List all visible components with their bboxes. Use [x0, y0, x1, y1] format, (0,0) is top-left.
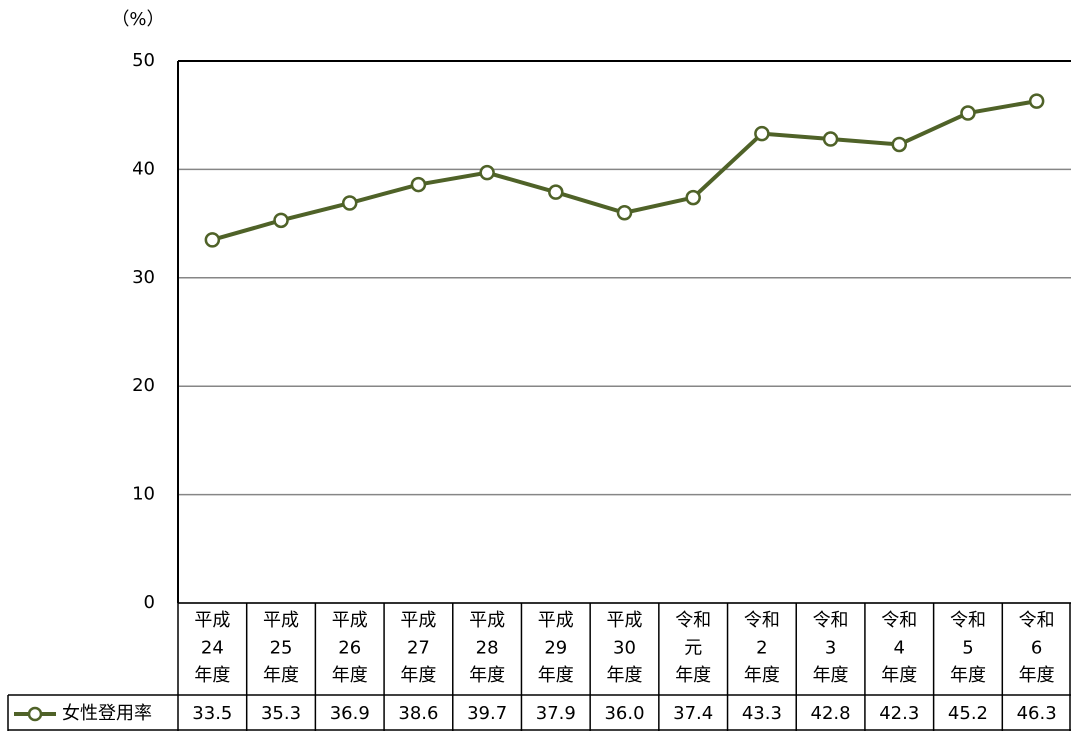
x-tick-label: 年度	[744, 665, 780, 686]
table-value: 37.4	[673, 703, 713, 724]
x-tick-label: 年度	[813, 665, 849, 686]
x-tick-label: 6	[1031, 638, 1042, 659]
table-value: 36.0	[604, 703, 644, 724]
x-tick-label: 平成	[607, 610, 643, 631]
table-value: 37.9	[536, 703, 576, 724]
x-tick-label: 4	[894, 638, 905, 659]
table-value: 35.3	[261, 703, 301, 724]
x-tick-label: 24	[201, 638, 224, 659]
table-value: 45.2	[948, 703, 988, 724]
x-tick-label: 平成	[400, 610, 436, 631]
table-value: 33.5	[192, 703, 232, 724]
table-value: 36.9	[330, 703, 370, 724]
x-tick-label: 平成	[469, 610, 505, 631]
x-tick-label: 年度	[881, 665, 917, 686]
x-tick-label: 令和	[1019, 610, 1055, 631]
point	[616, 205, 633, 221]
table-value: 42.8	[811, 703, 851, 724]
x-tick-label: 年度	[400, 665, 436, 686]
table-value: 38.6	[398, 703, 438, 724]
x-tick-label: 30	[613, 638, 636, 659]
legend-marker	[27, 706, 43, 722]
point	[754, 125, 770, 142]
point	[1028, 93, 1045, 109]
x-tick-label: 平成	[332, 610, 368, 631]
x-tick-label: 年度	[194, 665, 230, 686]
point	[822, 131, 839, 147]
x-tick-label: 令和	[813, 610, 849, 631]
point	[204, 232, 221, 248]
y-unit: （%）	[111, 9, 164, 30]
point	[960, 105, 976, 121]
x-tick-label: 年度	[332, 665, 368, 686]
x-tick-label: 25	[270, 638, 293, 659]
point	[273, 212, 289, 229]
x-tick-label: 平成	[263, 610, 299, 631]
x-tick-label: 年度	[538, 665, 574, 686]
y-tick-label: 30	[132, 267, 155, 288]
y-tick-label: 40	[132, 158, 155, 179]
y-tick-label: 20	[132, 375, 155, 396]
point	[341, 195, 358, 211]
x-tick-label: 令和	[950, 610, 986, 631]
point	[891, 136, 908, 153]
x-tick-label: 年度	[469, 665, 505, 686]
y-tick-label: 0	[144, 592, 155, 613]
x-tick-label: 28	[476, 638, 499, 659]
x-tick-label: 年度	[950, 665, 986, 686]
x-tick-label: 27	[407, 638, 430, 659]
x-tick-label: 年度	[607, 665, 643, 686]
point	[685, 189, 701, 206]
table-value: 43.3	[742, 703, 782, 724]
x-tick-label: 2	[756, 638, 767, 659]
x-tick-label: 29	[544, 638, 567, 659]
x-tick-label: 3	[825, 638, 836, 659]
y-tick-label: 10	[132, 484, 155, 505]
x-tick-label: 令和	[744, 610, 780, 631]
table-value: 39.7	[467, 703, 507, 724]
x-tick-label: 平成	[538, 610, 574, 631]
x-tick-label: 平成	[194, 610, 230, 631]
x-tick-label: 年度	[675, 665, 711, 686]
table-value: 46.3	[1017, 703, 1057, 724]
point	[479, 164, 495, 181]
legend-label: 女性登用率	[62, 703, 152, 724]
x-tick-label: 5	[962, 638, 973, 659]
table-value: 42.3	[879, 703, 919, 724]
x-tick-label: 令和	[675, 610, 711, 631]
point	[548, 184, 564, 200]
y-tick-label: 50	[132, 50, 155, 71]
point	[410, 176, 427, 193]
x-tick-label: 年度	[263, 665, 299, 686]
x-tick-label: 元	[684, 638, 702, 659]
x-tick-label: 令和	[881, 610, 917, 631]
x-tick-label: 年度	[1019, 665, 1055, 686]
x-tick-label: 26	[338, 638, 361, 659]
